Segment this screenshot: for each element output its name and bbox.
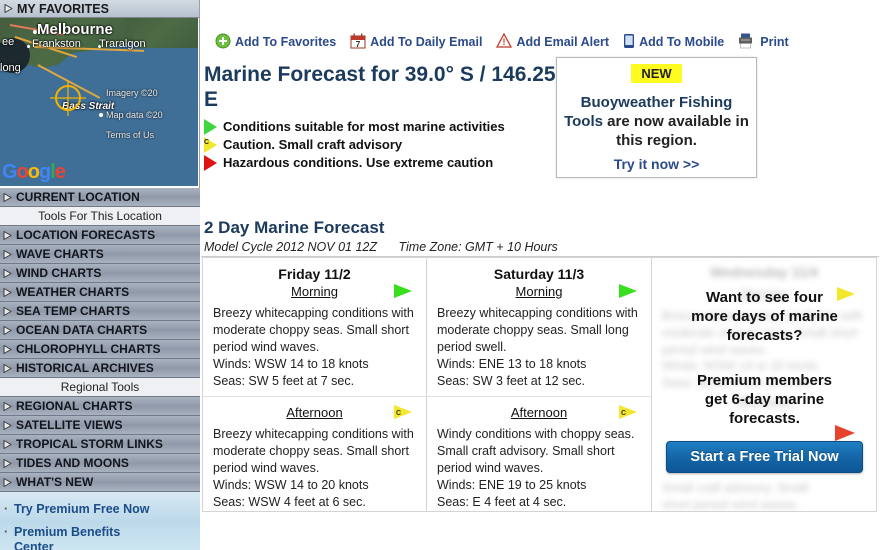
svg-text:7: 7 [356, 39, 361, 49]
svg-text:C: C [621, 410, 626, 417]
svg-text:C: C [396, 410, 401, 417]
svg-text:!: ! [503, 37, 506, 47]
